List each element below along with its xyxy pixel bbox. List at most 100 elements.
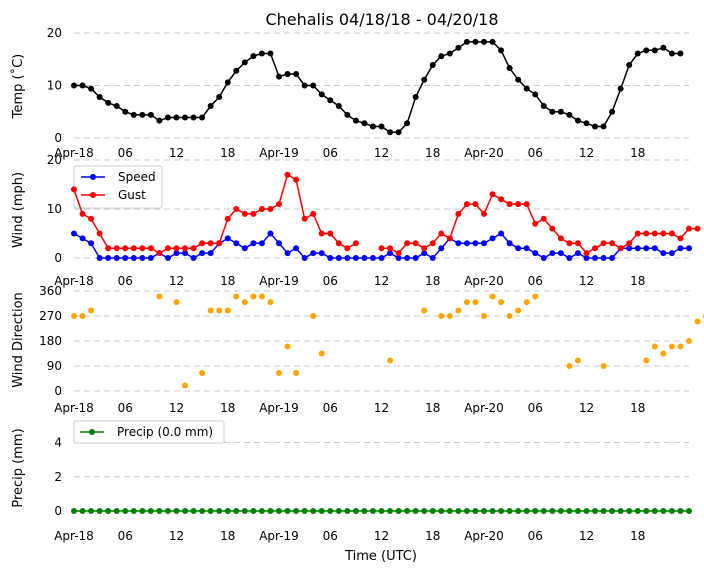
data-point <box>498 508 505 514</box>
series-line <box>74 41 681 133</box>
data-point <box>404 255 411 261</box>
data-point <box>105 245 112 252</box>
data-point <box>267 299 274 306</box>
data-point <box>378 508 385 514</box>
data-point <box>515 245 522 252</box>
data-point <box>472 508 479 514</box>
data-point <box>421 508 428 514</box>
data-point <box>677 508 684 514</box>
data-point <box>412 255 419 261</box>
data-point <box>523 299 530 306</box>
data-point <box>258 50 265 57</box>
x-tick-label: 12 <box>374 529 389 543</box>
x-tick-label: 18 <box>220 146 235 160</box>
data-point <box>626 245 633 252</box>
data-point <box>318 250 325 257</box>
data-point <box>583 508 590 514</box>
data-point <box>592 245 599 252</box>
data-point <box>472 201 479 208</box>
data-point <box>344 255 351 261</box>
data-point <box>446 235 453 242</box>
data-point <box>540 255 547 261</box>
x-tick-label: 12 <box>169 401 184 415</box>
data-point <box>455 307 462 314</box>
data-point <box>310 508 317 514</box>
data-point <box>481 210 487 217</box>
data-point <box>233 240 240 247</box>
x-tick-label: 12 <box>374 401 389 415</box>
data-point <box>668 250 675 257</box>
data-point <box>455 44 462 51</box>
data-point <box>173 508 180 514</box>
x-tick-label: 18 <box>630 529 645 543</box>
data-point <box>609 255 616 261</box>
data-point <box>284 171 291 178</box>
x-tick-label: 12 <box>374 146 389 160</box>
x-tick-label: 12 <box>374 274 389 288</box>
data-point <box>224 215 231 222</box>
data-point <box>660 230 667 237</box>
series-temp <box>71 38 684 136</box>
data-point <box>250 293 257 300</box>
data-point <box>617 85 624 92</box>
data-point <box>113 255 120 261</box>
data-point <box>617 245 624 252</box>
data-point <box>660 508 667 514</box>
data-point <box>438 245 445 252</box>
data-point <box>96 508 103 514</box>
y-tick-label: 0 <box>54 504 62 518</box>
data-point <box>677 245 684 252</box>
y-tick-label: 360 <box>39 284 62 298</box>
data-point <box>122 255 129 261</box>
data-point <box>643 508 650 514</box>
x-tick-label: Apr-19 <box>259 529 299 543</box>
wind-speed-panel: Wind (mph) Speed Gust 0 10 20 Apr-18 06 12 18 A… <box>11 153 701 288</box>
data-point <box>643 230 650 237</box>
data-point <box>446 508 453 514</box>
data-point <box>523 85 530 92</box>
data-point <box>574 508 581 514</box>
data-point <box>523 245 530 252</box>
data-point <box>258 206 265 212</box>
data-point <box>361 120 368 127</box>
x-tick-label: Apr-18 <box>54 274 94 288</box>
chart-title: Chehalis 04/18/18 - 04/20/18 <box>265 10 498 29</box>
x-tick-label: Apr-20 <box>464 146 504 160</box>
x-tick-label: 06 <box>528 401 543 415</box>
y-tick-label: 20 <box>47 153 62 167</box>
data-point <box>139 508 146 514</box>
data-point <box>369 255 376 261</box>
data-point <box>498 299 505 306</box>
data-point <box>190 255 197 261</box>
data-point <box>156 250 163 257</box>
x-tick-label: Apr-20 <box>464 401 504 415</box>
data-point <box>284 343 291 350</box>
data-point <box>395 250 402 257</box>
data-point <box>301 82 308 89</box>
data-point <box>293 245 300 252</box>
data-point <box>182 382 189 389</box>
data-point <box>190 508 197 514</box>
y-tick-label: 10 <box>47 202 62 216</box>
x-tick-label: Apr-18 <box>54 401 94 415</box>
data-point <box>421 250 428 257</box>
data-point <box>600 255 607 261</box>
data-point <box>88 307 95 314</box>
data-point <box>686 225 692 232</box>
data-point <box>130 111 137 118</box>
data-point <box>71 82 77 89</box>
data-point <box>694 225 701 232</box>
series-speed <box>71 230 692 261</box>
y-axis-label-wind: Wind (mph) <box>11 172 26 248</box>
data-point <box>71 313 77 319</box>
data-point <box>344 111 351 118</box>
data-point <box>523 508 530 514</box>
x-tick-label: 18 <box>630 274 645 288</box>
legend-precip-label: Precip (0.0 mm) <box>117 425 213 439</box>
data-point <box>335 508 342 514</box>
x-tick-label: 18 <box>630 401 645 415</box>
data-point <box>182 508 189 514</box>
data-point <box>369 508 376 514</box>
data-point <box>532 508 539 514</box>
data-point <box>532 293 539 300</box>
